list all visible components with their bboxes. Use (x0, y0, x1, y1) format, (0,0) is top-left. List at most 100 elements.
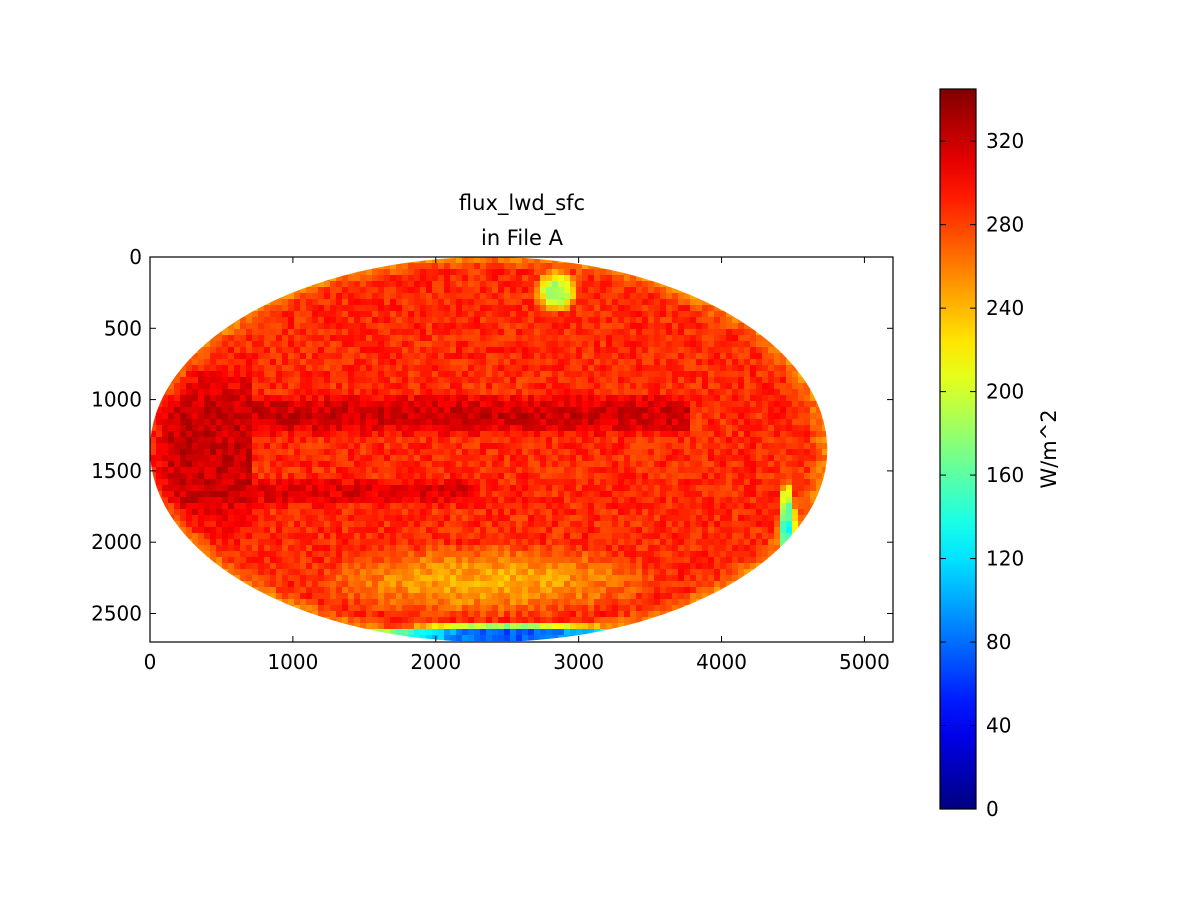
heat-cell (474, 557, 480, 563)
heat-cell (552, 305, 558, 311)
heat-cell (222, 401, 228, 407)
heat-cell (192, 485, 198, 491)
heat-cell (444, 287, 450, 293)
heat-cell (276, 353, 282, 359)
heat-cell (498, 335, 504, 341)
heat-cell (492, 485, 498, 491)
heat-cell (510, 539, 516, 545)
heat-cell (246, 563, 252, 569)
heat-cell (354, 401, 360, 407)
heat-cell (384, 503, 390, 509)
heat-cell (468, 425, 474, 431)
heat-cell (738, 419, 744, 425)
heat-cell (192, 479, 198, 485)
heat-cell (528, 521, 534, 527)
heat-cell (210, 539, 216, 545)
heat-cell (300, 329, 306, 335)
heat-cell (606, 371, 612, 377)
heat-cell (258, 377, 264, 383)
heat-cell (264, 503, 270, 509)
heat-cell (186, 377, 192, 383)
heat-cell (318, 353, 324, 359)
heat-cell (414, 431, 420, 437)
heat-cell (504, 353, 510, 359)
heat-cell (486, 431, 492, 437)
heat-cell (234, 473, 240, 479)
heat-cell (216, 485, 222, 491)
heat-cell (582, 377, 588, 383)
heat-cell (378, 461, 384, 467)
heat-cell (528, 281, 534, 287)
heat-cell (294, 335, 300, 341)
heat-cell (780, 533, 786, 539)
heat-cell (288, 449, 294, 455)
heat-cell (744, 359, 750, 365)
heat-cell (492, 557, 498, 563)
heat-cell (690, 389, 696, 395)
heat-cell (504, 407, 510, 413)
heat-cell (498, 509, 504, 515)
heat-cell (600, 407, 606, 413)
heat-cell (288, 509, 294, 515)
heat-cell (186, 425, 192, 431)
heat-cell (396, 425, 402, 431)
heat-cell (468, 461, 474, 467)
heat-cell (372, 311, 378, 317)
heat-cell (630, 329, 636, 335)
heat-cell (462, 365, 468, 371)
heat-cell (174, 503, 180, 509)
heat-cell (696, 521, 702, 527)
heat-cell (702, 305, 708, 311)
heat-cell (402, 395, 408, 401)
heat-cell (438, 347, 444, 353)
heat-cell (582, 371, 588, 377)
heat-cell (690, 491, 696, 497)
heat-cell (306, 353, 312, 359)
heat-cell (252, 455, 258, 461)
heat-cell (636, 347, 642, 353)
heat-cell (378, 551, 384, 557)
heat-cell (582, 311, 588, 317)
heat-cell (444, 515, 450, 521)
heat-cell (204, 551, 210, 557)
heat-cell (276, 323, 282, 329)
heat-cell (258, 425, 264, 431)
heat-cell (246, 395, 252, 401)
heat-cell (702, 347, 708, 353)
heat-cell (366, 539, 372, 545)
heat-cell (348, 467, 354, 473)
heat-cell (510, 353, 516, 359)
heat-cell (570, 461, 576, 467)
heat-cell (462, 299, 468, 305)
heat-cell (666, 419, 672, 425)
heat-cell (474, 491, 480, 497)
heat-cell (534, 431, 540, 437)
heat-cell (372, 443, 378, 449)
heat-cell (648, 383, 654, 389)
heat-cell (648, 491, 654, 497)
chart-title-line-1: flux_lwd_sfc (459, 191, 585, 216)
heat-cell (414, 317, 420, 323)
heat-cell (804, 383, 810, 389)
heat-cell (390, 533, 396, 539)
heat-cell (258, 473, 264, 479)
heat-cell (708, 545, 714, 551)
heat-cell (654, 335, 660, 341)
heat-cell (714, 329, 720, 335)
heat-cell (756, 491, 762, 497)
heat-cell (330, 491, 336, 497)
heat-cell (756, 347, 762, 353)
heat-cell (576, 311, 582, 317)
heat-cell (474, 299, 480, 305)
heat-cell (546, 329, 552, 335)
heat-cell (780, 491, 786, 497)
heat-cell (174, 473, 180, 479)
heat-cell (540, 545, 546, 551)
heat-cell (426, 383, 432, 389)
heat-cell (552, 341, 558, 347)
heat-cell (594, 293, 600, 299)
heat-cell (378, 545, 384, 551)
heat-cell (240, 353, 246, 359)
heat-cell (582, 263, 588, 269)
heat-cell (522, 293, 528, 299)
